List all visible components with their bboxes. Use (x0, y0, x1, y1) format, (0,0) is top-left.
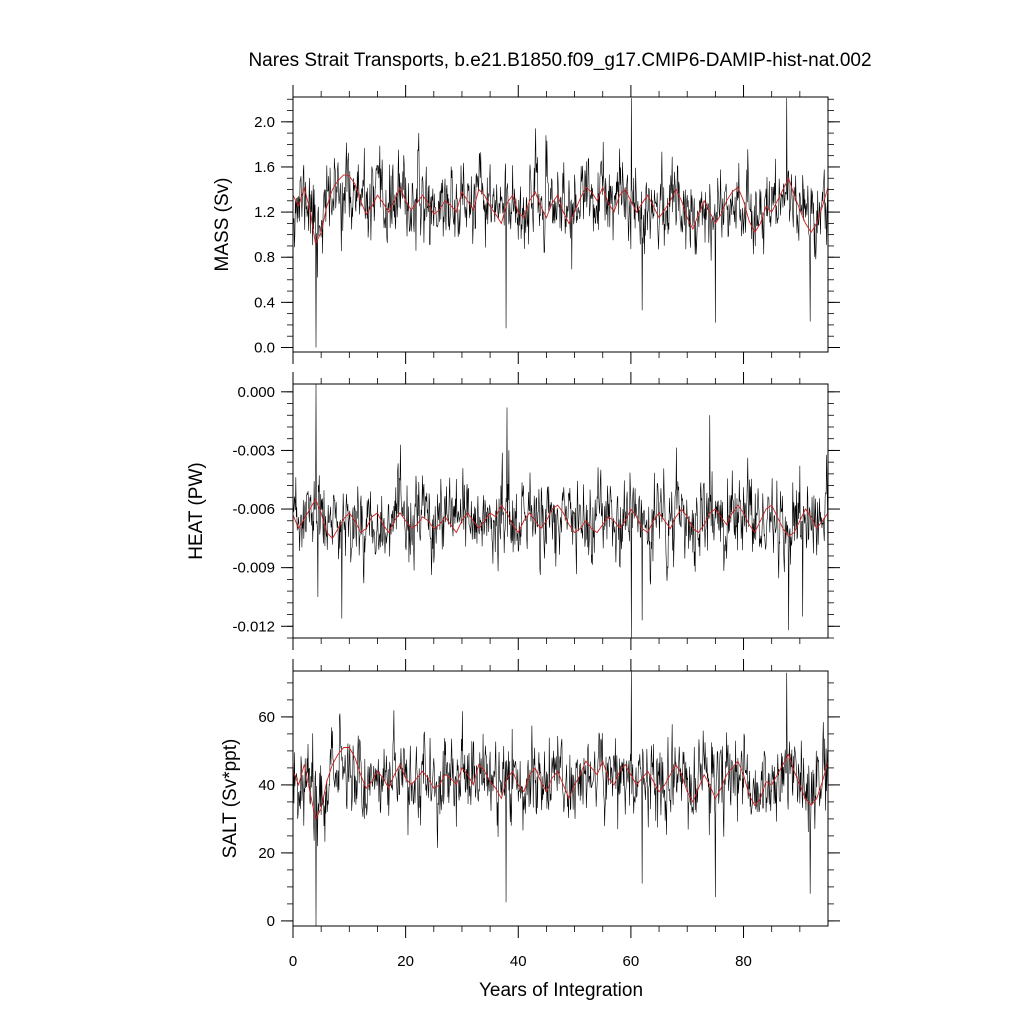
heat-monthly-series-line (293, 384, 828, 638)
salt-y-tick-label: 40 (258, 777, 275, 794)
salt-plot-frame (292, 670, 829, 927)
mass-y-tick-label: 0.8 (254, 249, 275, 266)
mass-y-axis-label: MASS (Sv) (212, 178, 233, 272)
heat-y-axis-label: HEAT (PW) (186, 462, 207, 559)
mass-y-tick-label: 0.4 (254, 294, 275, 311)
salt-y-axis-label: SALT (Sv*ppt) (220, 739, 241, 859)
heat-y-tick-label: -0.006 (232, 501, 275, 518)
mass-plot-frame (292, 96, 829, 353)
x-tick-label: 20 (397, 953, 414, 970)
salt-y-tick-label: 20 (258, 845, 275, 862)
mass-y-tick-label: 1.6 (254, 159, 275, 176)
mass-smoothed-series-line (293, 174, 828, 246)
salt-y-tick-label: 0 (267, 913, 275, 930)
heat-y-tick-label: -0.012 (232, 618, 275, 635)
mass-y-tick-label: 2.0 (254, 114, 275, 131)
heat-y-tick-label: 0.000 (237, 384, 275, 401)
panel-salt: 0 20 40 60 SALT (Sv*ppt) (220, 659, 840, 938)
x-axis-label: Years of Integration (479, 980, 643, 1001)
x-tick-label: 40 (510, 953, 527, 970)
heat-y-tick-label: -0.009 (232, 560, 275, 577)
mass-y-tick-label: 1.2 (254, 204, 275, 221)
salt-smoothed-series-line (293, 747, 828, 821)
mass-monthly-series-line (293, 98, 828, 348)
x-tick-label: 60 (623, 953, 640, 970)
mass-y-tick-label: 0.0 (254, 339, 275, 356)
heat-plot-frame (292, 383, 829, 639)
chart-title: Nares Strait Transports, b.e21.B1850.f09… (248, 50, 871, 71)
heat-y-tick-label: -0.003 (232, 442, 275, 459)
salt-y-tick-label: 60 (258, 709, 275, 726)
panel-mass: 0.0 0.4 0.8 1.2 1.6 2.0 MASS (Sv) (212, 85, 840, 364)
x-tick-label: 80 (735, 953, 752, 970)
x-tick-label: 0 (289, 953, 297, 970)
salt-monthly-series-line (293, 671, 828, 926)
panel-heat: -0.012 -0.009 -0.006 -0.003 0.000 HEAT (PW) (186, 372, 840, 650)
heat-smoothed-series-line (293, 498, 828, 540)
